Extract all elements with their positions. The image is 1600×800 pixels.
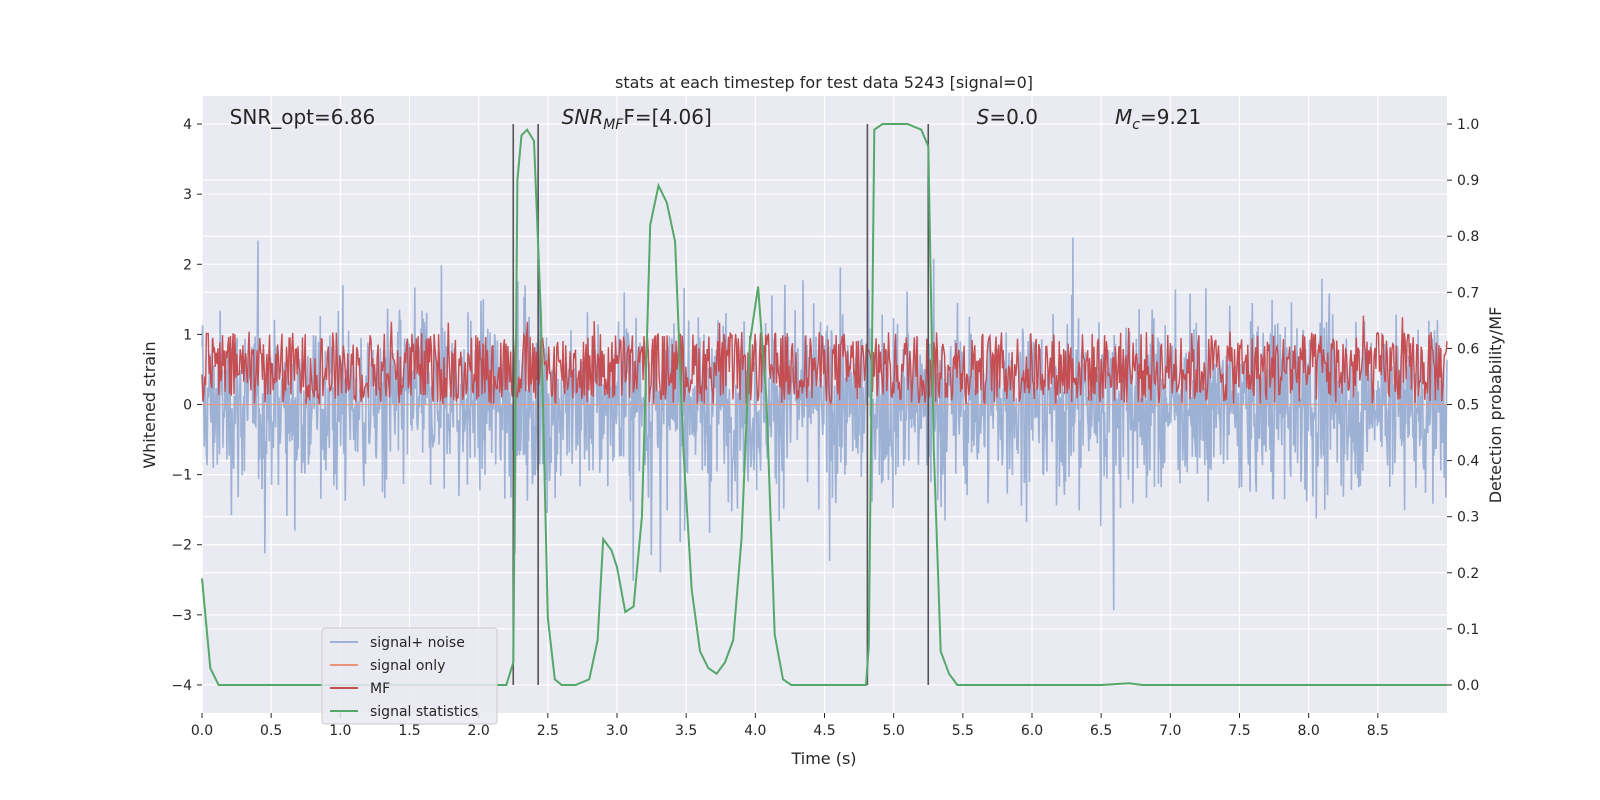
x-tick-label: 8.5 [1367, 723, 1389, 739]
y-left-tick-label: 4 [183, 117, 192, 133]
y-right-tick-label: 0.2 [1457, 566, 1479, 582]
mf-series [201, 315, 1448, 406]
y-right-tick-label: 0.8 [1457, 229, 1479, 245]
x-tick-label: 0.5 [260, 723, 282, 739]
y-right-tick-label: 0.3 [1457, 510, 1479, 526]
legend-label: signal+ noise [370, 635, 465, 651]
y-right-tick-label: 0.0 [1457, 678, 1479, 694]
y-right-tick-label: 0.4 [1457, 454, 1479, 470]
x-tick-label: 0.0 [191, 723, 213, 739]
legend: signal+ noise signal only MF signal statist… [321, 627, 498, 725]
legend-box [321, 627, 498, 725]
legend-label: signal only [370, 658, 445, 674]
annotation-text: SNRMFF=[4.06] [562, 105, 712, 133]
x-tick-label: 5.5 [952, 723, 974, 739]
signal-statistics-line [201, 123, 1447, 686]
mf-line [201, 315, 1448, 406]
x-tick-label: 4.0 [744, 723, 766, 739]
annotation-text: Mc=9.21 [1115, 105, 1201, 133]
y-axis-left-label: Whitened strain [140, 341, 159, 468]
x-tick-label: 8.0 [1298, 723, 1320, 739]
x-tick-label: 6.0 [1021, 723, 1043, 739]
y-left-tick-label: −3 [171, 608, 192, 624]
x-tick-label: 2.0 [468, 723, 490, 739]
axes: 0.0 0.5 1.0 1.5 2.0 2.5 3.0 3.5 4.0 4.5 5.0 5.5 6.0 6… [171, 117, 1479, 739]
annotation-text: SNR_opt=6.86 [230, 105, 376, 129]
y-axis-right-label: Detection probability/MF [1486, 307, 1505, 504]
x-tick-label: 3.5 [675, 723, 697, 739]
y-right-tick-label: 0.7 [1457, 285, 1479, 301]
y-right-tick-label: 0.5 [1457, 398, 1479, 414]
x-tick-label: 2.5 [537, 723, 559, 739]
y-left-tick-label: 2 [183, 257, 192, 273]
x-tick-label: 6.5 [1090, 723, 1112, 739]
y-right-tick-label: 0.6 [1457, 341, 1479, 357]
y-right-tick-label: 1.0 [1457, 117, 1479, 133]
signal-statistics-series [201, 123, 1447, 686]
legend-label: signal statistics [370, 704, 478, 720]
x-tick-label: 3.0 [606, 723, 628, 739]
x-tick-label: 4.5 [813, 723, 835, 739]
annotations: SNR_opt=6.86 SNRMFF=[4.06] S=0.0 Mc=9.21 [230, 105, 1202, 133]
x-tick-label: 1.0 [329, 723, 351, 739]
y-left-tick-label: −2 [171, 538, 192, 554]
x-axis-label: Time (s) [790, 749, 856, 768]
y-left-tick-label: 0 [183, 398, 192, 414]
x-tick-label: 7.5 [1228, 723, 1250, 739]
y-left-tick-label: 1 [183, 327, 192, 343]
y-left-tick-label: 3 [183, 187, 192, 203]
legend-label: MF [370, 681, 390, 697]
x-tick-label: 5.0 [883, 723, 905, 739]
y-right-tick-label: 0.1 [1457, 622, 1479, 638]
y-right-tick-label: 0.9 [1457, 173, 1479, 189]
y-left-tick-label: −1 [171, 468, 192, 484]
annotation-text: S=0.0 [977, 105, 1038, 129]
chart-title: stats at each timestep for test data 524… [615, 73, 1033, 92]
y-left-tick-label: −4 [171, 678, 192, 694]
x-tick-label: 7.0 [1159, 723, 1181, 739]
x-tick-label: 1.5 [398, 723, 420, 739]
